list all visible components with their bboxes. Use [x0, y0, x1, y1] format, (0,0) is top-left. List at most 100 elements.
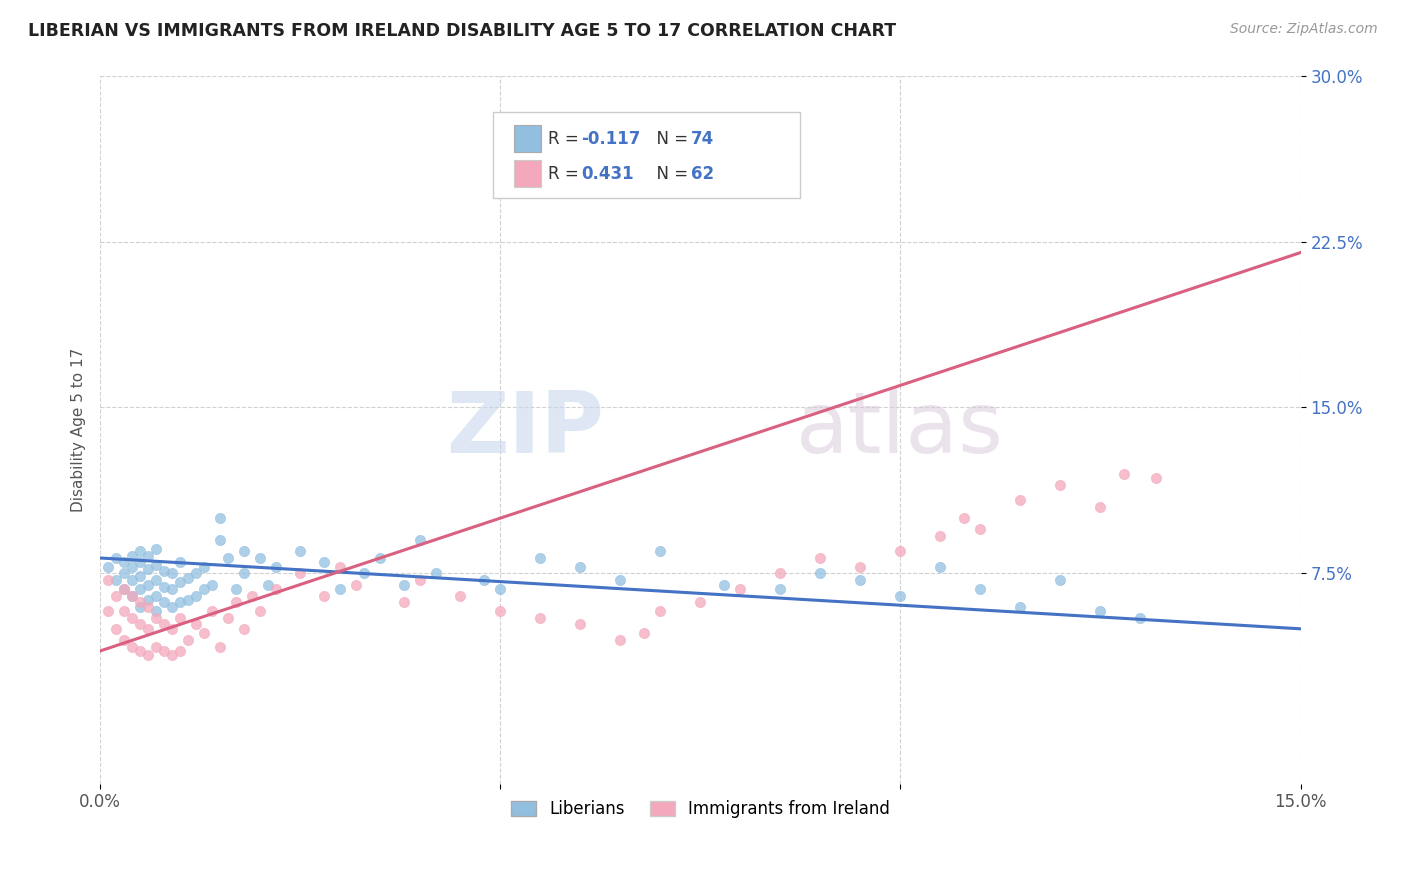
Point [1090, 604, 1112, 618]
Point [145, 604, 167, 618]
Point [145, 542, 167, 557]
Point [169, 575, 191, 590]
Point [314, 589, 336, 603]
Point [121, 589, 143, 603]
Point [569, 617, 592, 632]
Point [153, 644, 176, 658]
Point [209, 640, 232, 654]
Point [889, 589, 911, 603]
Point [112, 556, 135, 570]
Point [329, 559, 352, 574]
Y-axis label: Disability Age 5 to 17: Disability Age 5 to 17 [72, 348, 86, 512]
Point [129, 599, 152, 614]
Point [145, 640, 167, 654]
Text: 74: 74 [690, 130, 714, 148]
Text: N =: N = [647, 165, 693, 183]
Point [136, 648, 159, 663]
Point [713, 577, 735, 591]
Point [193, 582, 215, 596]
Point [177, 632, 200, 647]
Point [169, 556, 191, 570]
Point [136, 562, 159, 576]
Point [633, 626, 655, 640]
Point [193, 559, 215, 574]
Point [129, 582, 152, 596]
Point [186, 589, 208, 603]
Point [177, 571, 200, 585]
Point [145, 573, 167, 587]
Point [529, 551, 551, 566]
Text: -0.117: -0.117 [582, 130, 641, 148]
Point [449, 589, 471, 603]
Point [193, 626, 215, 640]
Point [136, 577, 159, 591]
Point [264, 559, 287, 574]
Point [145, 589, 167, 603]
Point [394, 595, 416, 609]
Point [129, 544, 152, 558]
Point [969, 582, 991, 596]
FancyBboxPatch shape [492, 112, 800, 198]
Point [136, 549, 159, 563]
Point [1090, 500, 1112, 514]
Point [177, 593, 200, 607]
Legend: Liberians, Immigrants from Ireland: Liberians, Immigrants from Ireland [505, 794, 897, 825]
Point [233, 544, 256, 558]
Point [169, 644, 191, 658]
Point [112, 632, 135, 647]
Point [689, 595, 711, 609]
Point [233, 622, 256, 636]
Point [929, 559, 952, 574]
Text: R =: R = [548, 165, 583, 183]
Point [425, 566, 447, 581]
Point [160, 599, 183, 614]
Point [112, 604, 135, 618]
Point [609, 573, 631, 587]
Point [129, 556, 152, 570]
Point [929, 529, 952, 543]
Point [160, 648, 183, 663]
Point [233, 566, 256, 581]
Point [105, 573, 128, 587]
Point [609, 632, 631, 647]
Point [129, 644, 152, 658]
Point [1129, 611, 1152, 625]
Point [344, 577, 367, 591]
Point [121, 611, 143, 625]
Point [129, 595, 152, 609]
Point [730, 582, 752, 596]
Point [153, 564, 176, 578]
Point [240, 589, 263, 603]
Point [105, 551, 128, 566]
Point [136, 622, 159, 636]
Point [808, 551, 831, 566]
Point [121, 559, 143, 574]
Point [153, 617, 176, 632]
Point [112, 566, 135, 581]
Point [368, 551, 391, 566]
Point [105, 589, 128, 603]
Point [969, 522, 991, 536]
Point [112, 582, 135, 596]
Point [529, 611, 551, 625]
Point [201, 604, 224, 618]
Point [409, 573, 432, 587]
FancyBboxPatch shape [515, 126, 541, 153]
Point [489, 582, 512, 596]
Point [569, 559, 592, 574]
Point [169, 611, 191, 625]
Point [1114, 467, 1136, 481]
Point [1049, 478, 1071, 492]
Point [225, 595, 247, 609]
Point [650, 604, 672, 618]
Point [1010, 493, 1032, 508]
FancyBboxPatch shape [515, 161, 541, 187]
Point [209, 511, 232, 525]
Text: ZIP: ZIP [447, 388, 605, 471]
Point [353, 566, 375, 581]
Point [225, 582, 247, 596]
Point [160, 622, 183, 636]
Point [489, 604, 512, 618]
Point [849, 559, 872, 574]
Text: 0.431: 0.431 [582, 165, 634, 183]
